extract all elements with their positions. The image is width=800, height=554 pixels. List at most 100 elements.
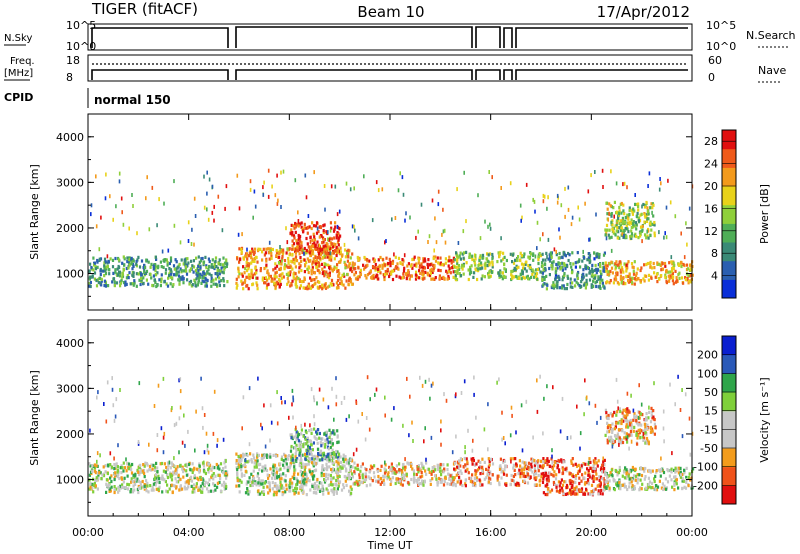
power-echo-cell — [458, 267, 461, 271]
vel-echo-cell — [297, 491, 300, 495]
power-echo-cell — [554, 273, 558, 277]
vel-echo-cell — [174, 472, 178, 476]
power-echo-cell — [588, 253, 592, 258]
power-echo-cell — [617, 212, 621, 216]
power-echo-cell — [686, 276, 689, 281]
power-echo-cell — [182, 277, 185, 281]
vel-echo-cell — [92, 483, 95, 487]
power-echo-cell — [620, 266, 624, 270]
vel-echo-cell — [523, 461, 526, 465]
power-sparse-cell — [318, 243, 321, 248]
vel-echo-cell — [613, 488, 616, 492]
vel-echo-cell — [224, 470, 227, 474]
power-echo-cell — [511, 253, 514, 257]
power-echo-cell — [522, 266, 525, 270]
power-echo-cell — [116, 273, 120, 277]
vel-echo-cell — [618, 483, 621, 487]
power-echo-cell — [534, 274, 538, 278]
vel-echo-cell — [333, 453, 336, 457]
power-echo-cell — [331, 245, 334, 249]
nsky-tick-top: 10^5 — [66, 19, 96, 32]
vel-echo-cell — [579, 489, 582, 493]
vel-echo-cell — [422, 483, 425, 487]
power-echo-cell — [556, 280, 559, 284]
vel-echo-cell — [308, 468, 311, 472]
vel-echo-cell — [444, 476, 447, 480]
power-echo-cell — [356, 277, 359, 281]
vel-echo-cell — [593, 467, 596, 471]
vel-echo-cell — [289, 449, 293, 453]
power-echo-cell — [140, 276, 143, 281]
power-echo-cell — [430, 267, 433, 271]
vel-echo-cell — [523, 479, 526, 483]
power-echo-cell — [624, 227, 627, 231]
cpid-value: normal 150 — [94, 93, 171, 107]
vel-echo-cell — [289, 464, 292, 468]
power-echo-cell — [571, 281, 574, 285]
power-echo-cell — [644, 215, 647, 219]
power-echo-cell — [333, 257, 336, 261]
power-echo-cell — [610, 235, 613, 239]
power-sparse-cell — [556, 193, 559, 198]
vel-echo-cell — [442, 470, 445, 474]
vel-echo-cell — [107, 485, 110, 489]
power-echo-cell — [503, 267, 506, 271]
vel-echo-cell — [304, 463, 307, 467]
power-echo-cell — [280, 259, 283, 263]
power-echo-cell — [406, 264, 409, 268]
vel-echo-cell — [546, 487, 550, 491]
vel-echo-cell — [471, 483, 475, 487]
vel-echo-cell — [290, 485, 294, 489]
power-echo-cell — [152, 267, 155, 271]
power-echo-cell — [498, 255, 501, 259]
vel-echo-cell — [403, 466, 406, 470]
power-echo-cell — [128, 256, 131, 260]
power-echo-cell — [169, 268, 173, 272]
power-echo-cell — [386, 261, 390, 266]
power-sparse-cell — [520, 218, 522, 223]
vel-echo-cell — [576, 471, 580, 475]
power-echo-cell — [515, 266, 518, 270]
power-echo-cell — [659, 263, 662, 268]
power-sparse-cell — [121, 210, 123, 215]
vel-echo-cell — [592, 469, 595, 474]
power-echo-cell — [389, 264, 392, 268]
vel-echo-cell — [252, 469, 255, 473]
power-echo-cell — [340, 276, 343, 280]
power-echo-cell — [545, 251, 548, 255]
vel-echo-cell — [261, 479, 264, 483]
power-echo-cell — [529, 265, 532, 269]
power-echo-cell — [317, 249, 320, 253]
power-echo-cell — [605, 269, 608, 273]
vel-echo-cell — [574, 476, 577, 481]
power-echo-cell — [627, 274, 630, 279]
power-echo-cell — [525, 269, 528, 273]
vel-echo-cell — [625, 432, 628, 436]
power-echo-cell — [545, 274, 548, 278]
power-echo-cell — [212, 278, 215, 282]
power-echo-cell — [534, 272, 537, 276]
power-echo-cell — [491, 252, 494, 257]
vel-echo-cell — [319, 451, 322, 455]
vel-echo-cell — [195, 482, 198, 486]
power-sparse-cell — [659, 177, 661, 181]
vel-echo-cell — [391, 466, 394, 470]
vel-echo-cell — [471, 480, 474, 484]
vel-echo-cell — [395, 477, 398, 481]
vel-echo-cell — [402, 466, 405, 470]
vel-echo-cell — [631, 484, 634, 488]
vel-echo-cell — [553, 460, 557, 464]
power-echo-cell — [600, 273, 603, 277]
vel-echo-cell — [565, 485, 568, 490]
power-echo-cell — [267, 247, 270, 251]
power-echo-cell — [338, 272, 341, 276]
power-echo-cell — [144, 265, 147, 269]
vel-echo-cell — [638, 488, 641, 492]
power-echo-cell — [558, 251, 561, 256]
power-echo-cell — [671, 279, 674, 283]
power-echo-cell — [430, 277, 433, 281]
vel-echo-cell — [510, 473, 513, 478]
freq-tick-top: 18 — [66, 54, 80, 67]
vel-echo-cell — [303, 481, 306, 485]
power-echo-cell — [504, 275, 507, 279]
